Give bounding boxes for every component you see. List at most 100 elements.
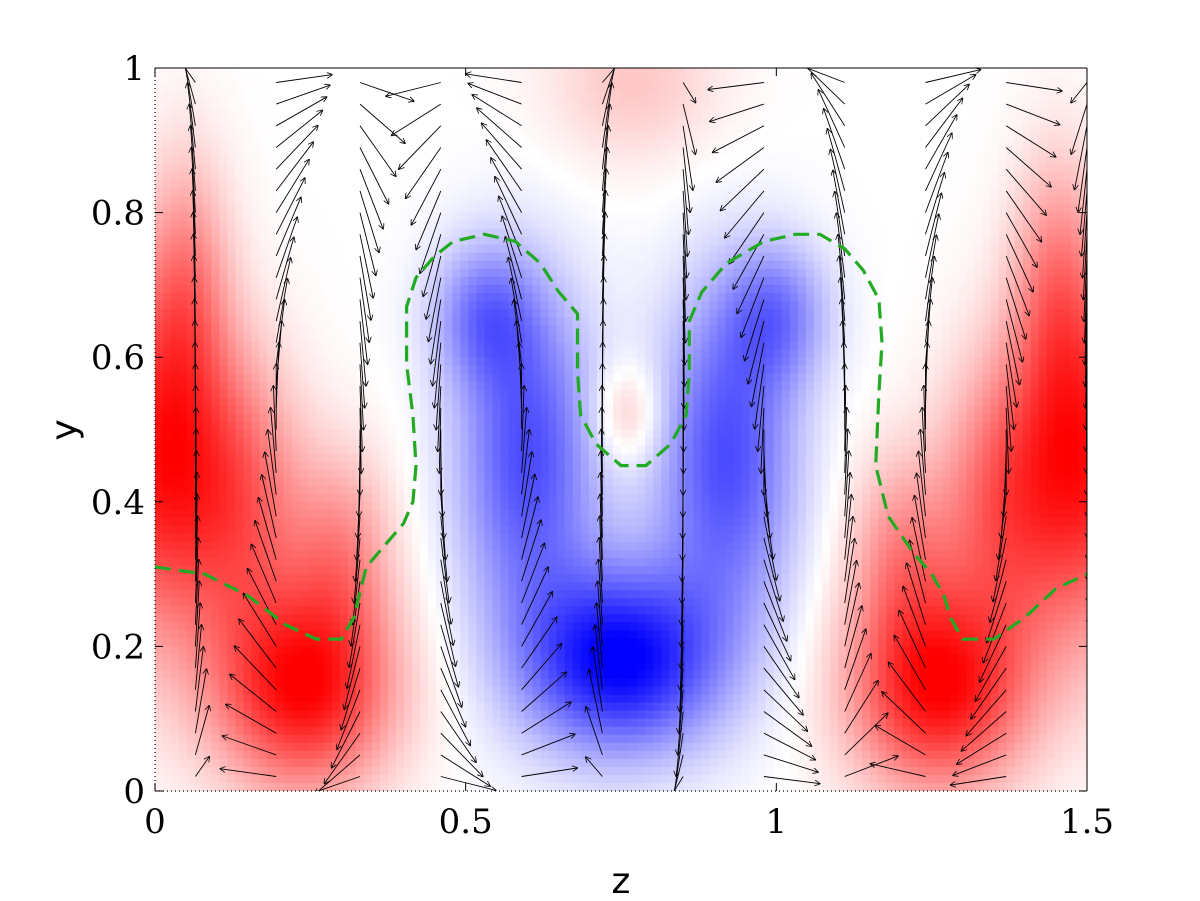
heatmap-cell (500, 429, 510, 439)
heatmap-cell (476, 437, 486, 447)
heatmap-cell (396, 300, 405, 310)
heatmap-cell (163, 236, 172, 246)
heatmap-cell (460, 461, 469, 471)
heatmap-cell (396, 686, 405, 696)
heatmap-cell (460, 325, 469, 334)
heatmap-cell (476, 92, 486, 101)
heatmap-cell (307, 550, 317, 559)
heatmap-cell (596, 284, 606, 294)
heatmap-cell (259, 614, 269, 623)
heatmap-cell (299, 726, 309, 736)
heatmap-cell (396, 116, 405, 125)
heatmap-cell (484, 236, 494, 246)
heatmap-cell (420, 662, 429, 672)
heatmap-cell (404, 212, 413, 222)
heatmap-cell (251, 686, 261, 696)
heatmap-cell (203, 766, 212, 776)
heatmap-cell (412, 172, 421, 182)
heatmap-cell (179, 76, 188, 85)
heatmap-cell (187, 710, 196, 720)
heatmap-cell (428, 421, 437, 431)
heatmap-cell (155, 437, 164, 447)
heatmap-cell (484, 228, 494, 238)
heatmap-cell (259, 734, 269, 744)
heatmap-cell (211, 533, 220, 543)
heatmap-cell (291, 541, 301, 551)
heatmap-cell (171, 180, 180, 190)
heatmap-cell (572, 533, 582, 543)
heatmap-cell (404, 357, 413, 366)
heatmap-cell (203, 284, 212, 294)
heatmap-cell (412, 766, 421, 776)
heatmap-cell (203, 228, 212, 238)
heatmap-cell (267, 196, 277, 206)
heatmap-cell (163, 461, 172, 471)
heatmap-cell (412, 606, 421, 615)
heatmap-cell (556, 228, 566, 238)
heatmap-cell (315, 493, 325, 503)
heatmap-cell (476, 758, 486, 768)
heatmap-cell (388, 92, 397, 101)
heatmap-cell (556, 453, 566, 463)
heatmap-cell (371, 742, 381, 752)
heatmap-cell (291, 662, 301, 672)
heatmap-cell (420, 630, 429, 639)
heatmap-cell (379, 654, 389, 664)
heatmap-cell (564, 702, 574, 712)
heatmap-cell (203, 365, 212, 374)
heatmap-cell (492, 670, 502, 680)
heatmap-cell (516, 212, 526, 222)
heatmap-cell (564, 750, 574, 760)
heatmap-cell (572, 558, 582, 567)
heatmap-cell (540, 317, 550, 326)
heatmap-cell (275, 550, 285, 559)
heatmap-cell (388, 726, 397, 736)
heatmap-cell (588, 782, 598, 791)
heatmap-cell (548, 76, 558, 85)
heatmap-cell (556, 212, 566, 222)
heatmap-cell (363, 397, 373, 406)
heatmap-cell (556, 590, 566, 599)
heatmap-cell (548, 638, 558, 647)
heatmap-cell (355, 686, 365, 696)
heatmap-cell (323, 726, 333, 736)
heatmap-cell (195, 212, 204, 222)
heatmap-cell (267, 188, 277, 198)
heatmap-cell (484, 124, 494, 133)
heatmap-cell (524, 268, 534, 278)
heatmap-cell (211, 622, 220, 631)
heatmap-cell (580, 477, 590, 487)
heatmap-cell (163, 566, 172, 575)
heatmap-cell (580, 292, 590, 302)
heatmap-cell (580, 76, 590, 85)
heatmap-cell (420, 734, 429, 744)
heatmap-cell (564, 284, 574, 294)
heatmap-cell (315, 124, 325, 133)
heatmap-cell (412, 317, 421, 326)
heatmap-cell (203, 309, 212, 318)
heatmap-cell (476, 172, 486, 182)
heatmap-cell (315, 156, 325, 165)
heatmap-cell (516, 574, 526, 583)
heatmap-cell (275, 373, 285, 382)
heatmap-cell (540, 405, 550, 415)
heatmap-cell (283, 220, 293, 230)
heatmap-cell (171, 421, 180, 431)
heatmap-cell (235, 525, 244, 535)
heatmap-cell (540, 477, 550, 487)
heatmap-cell (187, 606, 196, 615)
heatmap-cell (564, 413, 574, 423)
heatmap-cell (452, 437, 461, 447)
heatmap-cell (596, 325, 606, 334)
heatmap-cell (347, 381, 357, 390)
heatmap-cell (379, 501, 389, 511)
heatmap-cell (187, 292, 196, 302)
heatmap-cell (532, 309, 542, 318)
heatmap-cell (267, 630, 277, 639)
heatmap-cell (211, 220, 220, 230)
heatmap-cell (540, 533, 550, 543)
heatmap-cell (299, 140, 309, 149)
heatmap-cell (171, 236, 180, 246)
heatmap-cell (436, 782, 445, 791)
heatmap-cell (323, 132, 333, 141)
